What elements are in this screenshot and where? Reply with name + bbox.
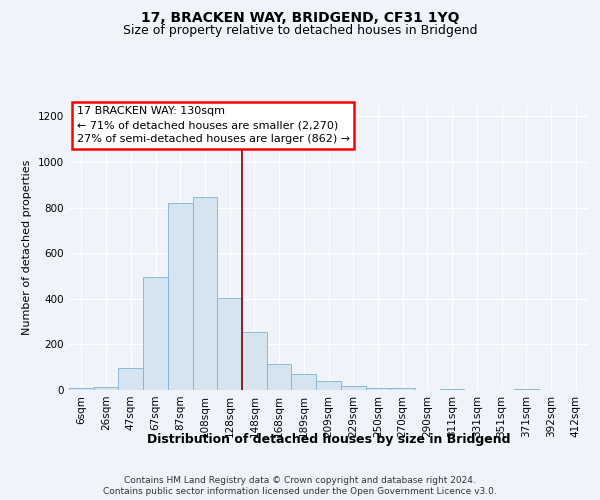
Bar	[267, 364, 292, 390]
Bar	[69, 388, 94, 390]
Bar	[143, 277, 168, 390]
Bar	[514, 389, 539, 390]
Bar	[292, 374, 316, 390]
Text: Distribution of detached houses by size in Bridgend: Distribution of detached houses by size …	[147, 432, 511, 446]
Text: 17 BRACKEN WAY: 130sqm
← 71% of detached houses are smaller (2,270)
27% of semi-: 17 BRACKEN WAY: 130sqm ← 71% of detached…	[77, 106, 350, 144]
Bar	[193, 198, 217, 390]
Bar	[118, 368, 143, 390]
Bar	[390, 388, 415, 390]
Bar	[168, 203, 193, 390]
Bar	[365, 388, 390, 390]
Bar	[217, 298, 242, 390]
Bar	[94, 388, 118, 390]
Bar	[440, 389, 464, 390]
Bar	[316, 382, 341, 390]
Text: Size of property relative to detached houses in Bridgend: Size of property relative to detached ho…	[123, 24, 477, 37]
Bar	[341, 386, 365, 390]
Text: Contains HM Land Registry data © Crown copyright and database right 2024.: Contains HM Land Registry data © Crown c…	[124, 476, 476, 485]
Text: 17, BRACKEN WAY, BRIDGEND, CF31 1YQ: 17, BRACKEN WAY, BRIDGEND, CF31 1YQ	[141, 11, 459, 25]
Y-axis label: Number of detached properties: Number of detached properties	[22, 160, 32, 335]
Text: Contains public sector information licensed under the Open Government Licence v3: Contains public sector information licen…	[103, 488, 497, 496]
Bar	[242, 332, 267, 390]
